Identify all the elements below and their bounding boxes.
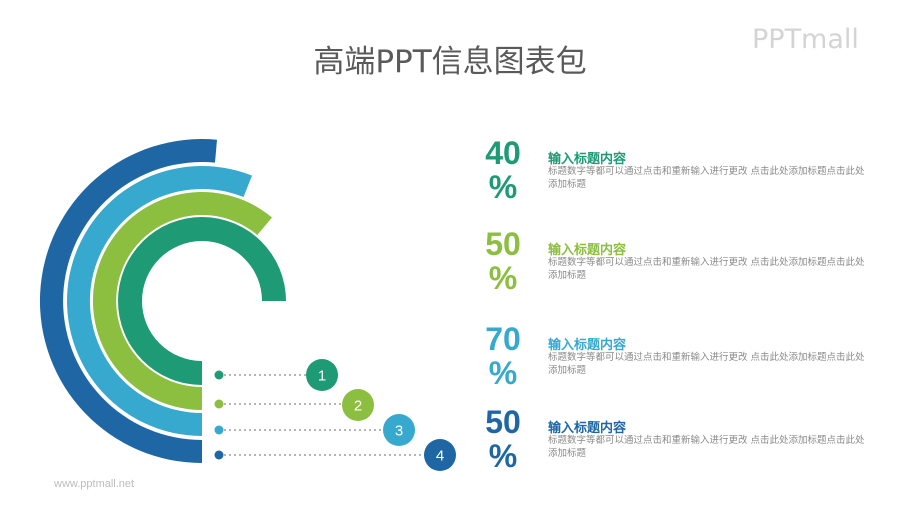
connector-1 [214,370,310,380]
arc-4-blue [39,138,218,463]
connector-3 [214,425,385,435]
arc-3-lightblue [67,165,252,436]
page-title: 高端PPT信息图表包 [313,44,587,80]
connector-2 [214,399,345,409]
value-4: 50% [485,404,521,474]
item-3-title: 输入标题内容 [548,338,627,353]
badge-2: 2 [342,389,374,421]
badge-3: 3 [383,414,415,446]
svg-text:1: 1 [318,368,326,385]
svg-text:2: 2 [354,398,362,415]
svg-text:3: 3 [395,423,403,440]
value-2: 50% [485,226,521,296]
value-3: 70% [485,321,521,391]
item-3-desc: 标题数字等都可以通过点击和重新输入进行更改 点击此处添加标题点击此处添加标题 [548,352,865,376]
badge-1: 1 [306,359,338,391]
item-4-title: 输入标题内容 [548,421,627,436]
footer-url: www.pptmall.net [54,478,135,490]
item-1-desc: 标题数字等都可以通过点击和重新输入进行更改 点击此处添加标题点击此处添加标题 [548,166,865,190]
item-1-title: 输入标题内容 [548,152,627,167]
item-2-desc: 标题数字等都可以通过点击和重新输入进行更改 点击此处添加标题点击此处添加标题 [548,257,865,281]
connector-4 [214,450,426,460]
value-1: 40% [485,135,521,205]
badge-4: 4 [424,439,456,471]
item-4-desc: 标题数字等都可以通过点击和重新输入进行更改 点击此处添加标题点击此处添加标题 [548,435,865,459]
arc-1-teal [118,217,286,385]
svg-text:4: 4 [436,448,444,465]
arc-2-green [92,192,272,410]
item-2-title: 输入标题内容 [548,243,627,258]
pptmall-logo: PPTmall [752,24,859,55]
